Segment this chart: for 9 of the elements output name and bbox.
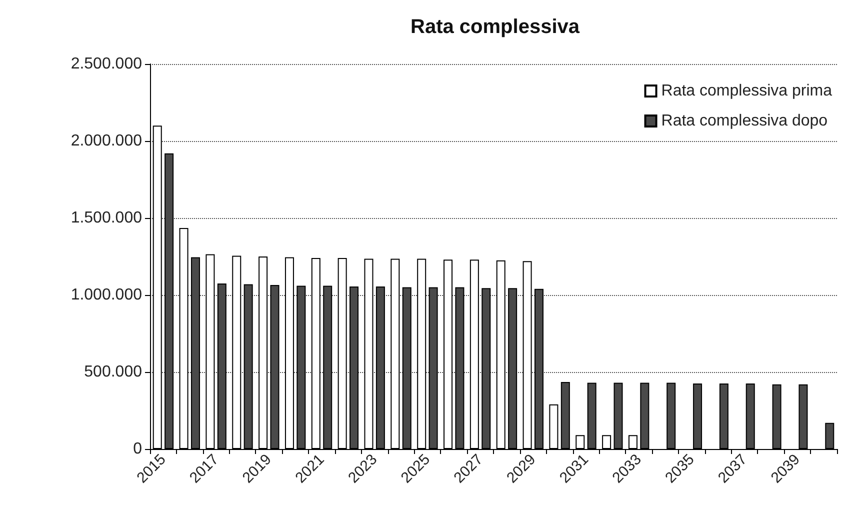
- y-tick-label: 2.500.000: [70, 56, 142, 72]
- y-tick-label: 0: [133, 440, 142, 458]
- legend-label: Rata complessiva prima: [661, 82, 832, 100]
- y-tick-label: 500.000: [84, 364, 142, 380]
- legend-label: Rata complessiva dopo: [661, 112, 828, 130]
- y-tick-label: 1.000.000: [70, 286, 142, 304]
- y-tick-label: 2.000.000: [70, 132, 142, 150]
- chart-title: Rata complessiva: [410, 16, 580, 38]
- y-tick-label: 1.500.000: [70, 210, 142, 226]
